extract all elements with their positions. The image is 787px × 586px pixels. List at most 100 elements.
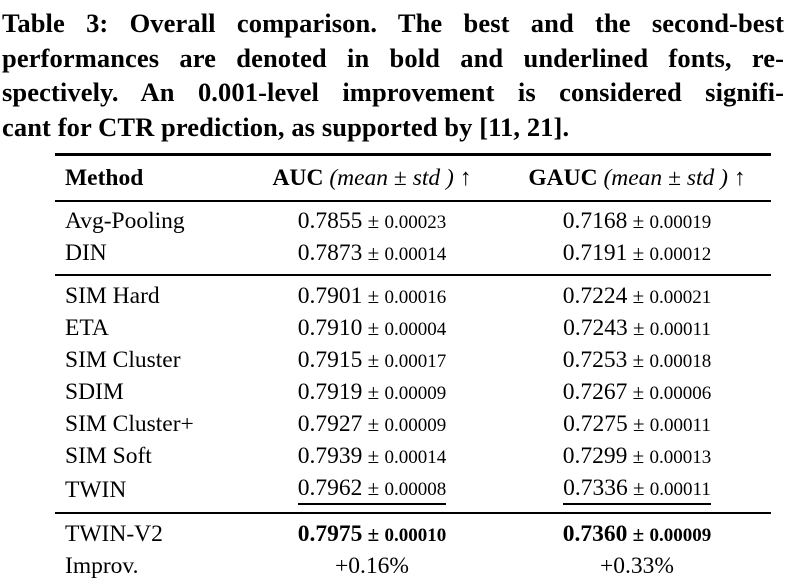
plus-minus-sign: ± (362, 412, 385, 436)
method-cell: Improv. (65, 553, 139, 579)
method-cell: SIM Hard (55, 274, 241, 312)
table-row-sim-cluster: SIM Cluster 0.7915 ± 0.00017 0.7253 ± 0.… (55, 344, 771, 376)
method-cell: SDIM (65, 379, 124, 405)
auc-cell: 0.7919 ± 0.00009 (241, 376, 503, 408)
mean-value: 0.7927 (297, 411, 363, 437)
auc-cell: 0.7873 ± 0.00014 (241, 237, 503, 275)
method-cell: DIN (65, 240, 107, 266)
plus-minus-sign: ± (362, 522, 385, 546)
gauc-cell: 0.7243 ± 0.00011 (503, 312, 771, 344)
mean-value: 0.7360 (562, 521, 628, 547)
math-close-paren: ) (440, 165, 460, 191)
mean-value: 0.7243 (563, 315, 628, 341)
std-value: 0.00019 (649, 212, 712, 233)
auc-cell: 0.7927 ± 0.00009 (241, 408, 503, 440)
gauc-cell: 0.7336 ± 0.00011 (503, 472, 771, 513)
mean-value: 0.7873 (297, 240, 363, 266)
std-value: 0.00011 (649, 479, 711, 500)
gauc-column-header: GAUC (mean ± std ) ↑ (503, 154, 771, 202)
table-row-sdim: SDIM 0.7919 ± 0.00009 0.7267 ± 0.00006 (55, 376, 771, 408)
method-cell: TWIN-V2 (55, 512, 241, 550)
up-arrow-icon: ↑ (733, 165, 746, 191)
std-value: 0.00023 (384, 212, 447, 233)
mean-value: 0.7915 (297, 347, 363, 373)
method-cell: ETA (65, 315, 109, 341)
math-open-paren: ( (323, 165, 338, 191)
mean-value: 0.7299 (562, 443, 628, 469)
mean-value: 0.7336 (563, 475, 628, 501)
mean-value: 0.7901 (297, 283, 363, 309)
plus-minus-sign: ± (627, 444, 650, 468)
mean-value: 0.7191 (562, 240, 628, 266)
method-cell: SIM Cluster (65, 347, 181, 373)
caption-line: performances are denoted in bold and und… (2, 42, 784, 73)
std-label: std (686, 165, 715, 191)
std-value: 0.00008 (384, 479, 447, 500)
table-header: Method AUC (mean ± std ) ↑ GAUC (mean ± … (55, 154, 771, 202)
plus-minus-sign: ± (627, 380, 650, 404)
std-value: 0.00013 (649, 447, 712, 468)
std-value: 0.00014 (384, 447, 447, 468)
plus-minus-sign: ± (362, 348, 385, 372)
mean-value: 0.7224 (562, 283, 628, 309)
plus-minus-sign: ± (627, 348, 650, 372)
auc-cell: 0.7901 ± 0.00016 (241, 274, 503, 312)
auc-cell: 0.7939 ± 0.00014 (241, 440, 503, 472)
improvement-value: +0.16% (335, 553, 409, 579)
plus-minus-sign: ± (627, 284, 650, 308)
std-value: 0.00009 (649, 525, 712, 546)
std-value: 0.00009 (384, 415, 447, 436)
table-row-sim-cluster-plus: SIM Cluster+ 0.7927 ± 0.00009 0.7275 ± 0… (55, 408, 771, 440)
gauc-cell: 0.7360 ± 0.00009 (503, 512, 771, 550)
header-row: Method AUC (mean ± std ) ↑ GAUC (mean ± … (55, 154, 771, 202)
std-value: 0.00011 (649, 415, 711, 436)
plus-minus-sign: ± (362, 209, 385, 233)
std-value: 0.00011 (649, 319, 711, 340)
auc-cell: 0.7962 ± 0.00008 (241, 472, 503, 513)
auc-cell: +0.16% (241, 550, 503, 586)
method-cell: SIM Cluster+ (65, 411, 194, 437)
mean-value: 0.7939 (297, 443, 363, 469)
auc-label: AUC (272, 165, 324, 191)
plus-minus-sign: ± (627, 476, 650, 500)
method-cell: TWIN (65, 476, 127, 503)
table-row-improv: Improv. +0.16% +0.33% (55, 550, 771, 586)
std-value: 0.00010 (384, 525, 447, 546)
std-value: 0.00021 (649, 287, 712, 308)
table-row-sim-soft: SIM Soft 0.7939 ± 0.00014 0.7299 ± 0.000… (55, 440, 771, 472)
plus-minus-sign: ± (627, 522, 650, 546)
std-value: 0.00018 (649, 351, 712, 372)
plus-minus-sign: ± (362, 476, 385, 500)
mean-value: 0.7168 (562, 208, 628, 234)
std-value: 0.00016 (384, 287, 447, 308)
gauc-cell: 0.7253 ± 0.00018 (503, 344, 771, 376)
plus-minus-sign: ± (627, 412, 650, 436)
table-row-avg-pooling: Avg-Pooling 0.7855 ± 0.00023 0.7168 ± 0.… (55, 201, 771, 237)
plus-minus-sign: ± (627, 316, 650, 340)
math-open-paren: ( (597, 165, 612, 191)
gauc-cell: 0.7168 ± 0.00019 (503, 201, 771, 237)
gauc-cell: 0.7191 ± 0.00012 (503, 237, 771, 275)
caption-line: Table 3: Overall comparison. The best an… (2, 8, 784, 38)
mean-value: 0.7962 (297, 475, 363, 501)
gauc-cell: 0.7299 ± 0.00013 (503, 440, 771, 472)
table-row-din: DIN 0.7873 ± 0.00014 0.7191 ± 0.00012 (55, 237, 771, 275)
std-value: 0.00012 (649, 244, 712, 265)
plus-minus-sign: ± (627, 209, 650, 233)
plus-minus-sign: ± (362, 241, 385, 265)
mean-label: mean (337, 165, 389, 191)
gauc-label: GAUC (528, 165, 598, 191)
mean-value: 0.7910 (297, 315, 363, 341)
mean-value: 0.7975 (297, 521, 363, 547)
gauc-cell: 0.7224 ± 0.00021 (503, 274, 771, 312)
table-caption: Table 3: Overall comparison. The best an… (0, 0, 787, 144)
std-value: 0.00006 (649, 383, 712, 404)
gauc-cell: 0.7275 ± 0.00011 (503, 408, 771, 440)
auc-cell: 0.7915 ± 0.00017 (241, 344, 503, 376)
plus-minus-sign: ± (362, 444, 385, 468)
table-row-twin: TWIN 0.7962 ± 0.00008 0.7336 ± 0.00011 (55, 472, 771, 513)
plus-minus-sign: ± (362, 284, 385, 308)
table-row-eta: ETA 0.7910 ± 0.00004 0.7243 ± 0.00011 (55, 312, 771, 344)
table-row-sim-hard: SIM Hard 0.7901 ± 0.00016 0.7224 ± 0.000… (55, 274, 771, 312)
